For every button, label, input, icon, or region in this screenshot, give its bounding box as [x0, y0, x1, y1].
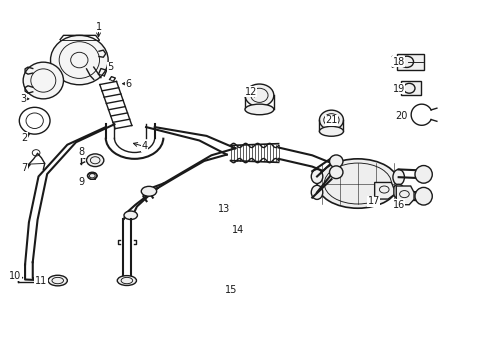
- Text: 20: 20: [395, 112, 408, 121]
- Text: 11: 11: [35, 275, 47, 285]
- Text: 18: 18: [392, 57, 405, 67]
- Ellipse shape: [311, 170, 323, 184]
- Ellipse shape: [48, 275, 67, 286]
- Ellipse shape: [319, 110, 343, 130]
- Text: 13: 13: [218, 204, 230, 214]
- Text: 21: 21: [325, 115, 338, 125]
- Ellipse shape: [88, 172, 97, 179]
- Polygon shape: [396, 186, 414, 205]
- Ellipse shape: [415, 166, 432, 183]
- Ellipse shape: [311, 185, 323, 199]
- Ellipse shape: [50, 35, 108, 85]
- Text: 17: 17: [368, 196, 380, 206]
- Text: 10: 10: [9, 271, 22, 281]
- Polygon shape: [375, 183, 394, 199]
- Ellipse shape: [245, 84, 274, 107]
- Text: 19: 19: [392, 84, 405, 94]
- Ellipse shape: [124, 211, 137, 220]
- Text: 6: 6: [126, 79, 132, 89]
- Text: 1: 1: [96, 22, 101, 32]
- Text: 3: 3: [20, 94, 26, 104]
- Ellipse shape: [329, 155, 343, 168]
- Text: 16: 16: [392, 200, 405, 210]
- Ellipse shape: [393, 184, 404, 198]
- Text: 9: 9: [79, 177, 85, 187]
- Polygon shape: [401, 81, 421, 95]
- Text: 2: 2: [21, 133, 27, 143]
- Ellipse shape: [329, 166, 343, 179]
- Ellipse shape: [319, 126, 343, 136]
- Ellipse shape: [245, 104, 274, 115]
- Ellipse shape: [141, 186, 157, 196]
- Text: 4: 4: [141, 141, 147, 152]
- Ellipse shape: [87, 154, 104, 167]
- Ellipse shape: [415, 188, 432, 205]
- Text: 7: 7: [21, 163, 27, 173]
- Ellipse shape: [317, 159, 399, 208]
- Polygon shape: [397, 54, 424, 69]
- Ellipse shape: [23, 62, 64, 99]
- Ellipse shape: [117, 276, 137, 285]
- Text: 12: 12: [245, 87, 257, 97]
- Text: 14: 14: [232, 225, 244, 235]
- Ellipse shape: [393, 170, 404, 185]
- Text: 8: 8: [79, 148, 85, 157]
- Text: 5: 5: [107, 62, 114, 72]
- Text: 15: 15: [225, 285, 238, 295]
